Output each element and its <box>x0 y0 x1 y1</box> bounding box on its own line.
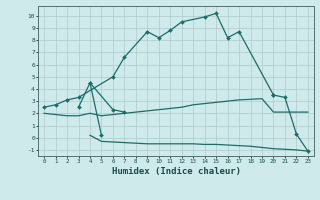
X-axis label: Humidex (Indice chaleur): Humidex (Indice chaleur) <box>111 167 241 176</box>
